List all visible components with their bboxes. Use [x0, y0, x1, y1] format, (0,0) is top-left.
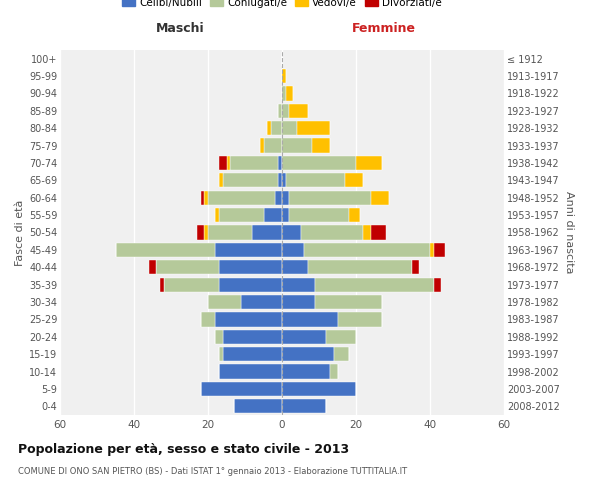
Y-axis label: Anni di nascita: Anni di nascita	[563, 191, 574, 274]
Bar	[115, 243, 215, 257]
Bar	[282, 208, 289, 222]
Bar	[219, 364, 282, 378]
Text: COMUNE DI ONO SAN PIETRO (BS) - Dati ISTAT 1° gennaio 2013 - Elaborazione TUTTIT: COMUNE DI ONO SAN PIETRO (BS) - Dati IST…	[18, 468, 407, 476]
Bar	[263, 208, 282, 222]
Bar	[349, 208, 360, 222]
Bar	[282, 173, 286, 188]
Bar	[230, 156, 278, 170]
Bar	[316, 295, 382, 309]
Bar	[223, 173, 278, 188]
Bar	[208, 295, 241, 309]
Bar	[241, 295, 282, 309]
Bar	[337, 312, 382, 326]
Bar	[260, 138, 263, 152]
Text: Femmine: Femmine	[352, 22, 416, 36]
Bar	[330, 364, 337, 378]
Bar	[234, 399, 282, 413]
Bar	[278, 156, 282, 170]
Bar	[253, 226, 282, 239]
Bar	[219, 208, 263, 222]
Bar	[282, 86, 286, 101]
Bar	[223, 330, 282, 344]
Bar	[364, 226, 371, 239]
Bar	[286, 173, 345, 188]
Bar	[282, 330, 326, 344]
Bar	[227, 156, 230, 170]
Bar	[282, 260, 308, 274]
Bar	[345, 173, 364, 188]
Bar	[204, 226, 208, 239]
Text: Maschi: Maschi	[155, 22, 204, 36]
Bar	[282, 364, 330, 378]
Bar	[200, 312, 215, 326]
Bar	[434, 278, 441, 292]
Bar	[271, 121, 282, 136]
Bar	[282, 138, 311, 152]
Bar	[434, 243, 445, 257]
Bar	[215, 330, 223, 344]
Bar	[282, 156, 356, 170]
Bar	[197, 226, 204, 239]
Bar	[156, 260, 219, 274]
Bar	[430, 243, 434, 257]
Bar	[282, 382, 356, 396]
Bar	[334, 347, 349, 362]
Bar	[282, 226, 301, 239]
Bar	[282, 190, 289, 205]
Bar	[219, 173, 223, 188]
Bar	[289, 208, 349, 222]
Bar	[282, 347, 334, 362]
Bar	[223, 347, 282, 362]
Bar	[282, 104, 289, 118]
Bar	[200, 190, 204, 205]
Bar	[289, 104, 308, 118]
Bar	[316, 278, 434, 292]
Bar	[311, 138, 330, 152]
Bar	[282, 295, 316, 309]
Bar	[160, 278, 164, 292]
Bar	[297, 121, 330, 136]
Bar	[208, 190, 275, 205]
Bar	[219, 260, 282, 274]
Bar	[304, 243, 430, 257]
Y-axis label: Fasce di età: Fasce di età	[14, 200, 25, 266]
Bar	[278, 173, 282, 188]
Legend: Celibi/Nubili, Coniugati/e, Vedovi/e, Divorziati/e: Celibi/Nubili, Coniugati/e, Vedovi/e, Di…	[118, 0, 446, 12]
Bar	[308, 260, 412, 274]
Bar	[219, 156, 227, 170]
Bar	[263, 138, 282, 152]
Bar	[219, 347, 223, 362]
Bar	[204, 190, 208, 205]
Bar	[326, 330, 356, 344]
Bar	[371, 226, 386, 239]
Bar	[282, 121, 297, 136]
Bar	[275, 190, 282, 205]
Text: Popolazione per età, sesso e stato civile - 2013: Popolazione per età, sesso e stato civil…	[18, 442, 349, 456]
Bar	[289, 190, 371, 205]
Bar	[371, 190, 389, 205]
Bar	[356, 156, 382, 170]
Bar	[215, 312, 282, 326]
Bar	[208, 226, 253, 239]
Bar	[200, 382, 282, 396]
Bar	[412, 260, 419, 274]
Bar	[149, 260, 156, 274]
Bar	[215, 208, 219, 222]
Bar	[301, 226, 364, 239]
Bar	[267, 121, 271, 136]
Bar	[278, 104, 282, 118]
Bar	[282, 312, 337, 326]
Bar	[219, 278, 282, 292]
Bar	[286, 86, 293, 101]
Bar	[282, 69, 286, 83]
Bar	[164, 278, 219, 292]
Bar	[282, 399, 326, 413]
Bar	[282, 243, 304, 257]
Bar	[215, 243, 282, 257]
Bar	[282, 278, 316, 292]
